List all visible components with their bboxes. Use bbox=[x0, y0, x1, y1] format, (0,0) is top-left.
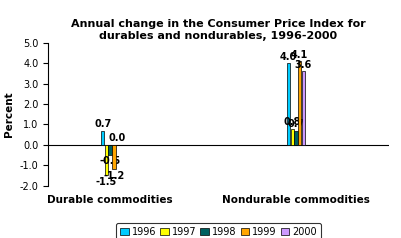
Text: 4.0: 4.0 bbox=[280, 52, 297, 62]
Text: 3.6: 3.6 bbox=[295, 60, 312, 70]
Bar bbox=[101, 131, 104, 145]
Bar bbox=[302, 71, 305, 145]
Bar bbox=[298, 61, 302, 145]
Title: Annual change in the Consumer Price Index for
durables and nondurables, 1996-200: Annual change in the Consumer Price Inde… bbox=[71, 19, 366, 41]
Text: -0.5: -0.5 bbox=[99, 156, 121, 166]
Bar bbox=[108, 145, 112, 155]
Text: 0.8: 0.8 bbox=[284, 117, 301, 127]
Text: -1.2: -1.2 bbox=[103, 171, 124, 181]
Bar bbox=[112, 145, 115, 169]
Text: -1.5: -1.5 bbox=[96, 177, 117, 187]
Bar bbox=[294, 131, 298, 145]
Legend: 1996, 1997, 1998, 1999, 2000: 1996, 1997, 1998, 1999, 2000 bbox=[116, 223, 321, 238]
Text: 4.1: 4.1 bbox=[291, 50, 308, 60]
Text: 0.0: 0.0 bbox=[109, 134, 126, 144]
Bar bbox=[291, 129, 294, 145]
Y-axis label: Percent: Percent bbox=[4, 91, 14, 137]
Text: 0.7: 0.7 bbox=[94, 119, 111, 129]
Bar bbox=[287, 63, 290, 145]
Text: 0.7: 0.7 bbox=[288, 119, 305, 129]
Bar bbox=[105, 145, 108, 175]
